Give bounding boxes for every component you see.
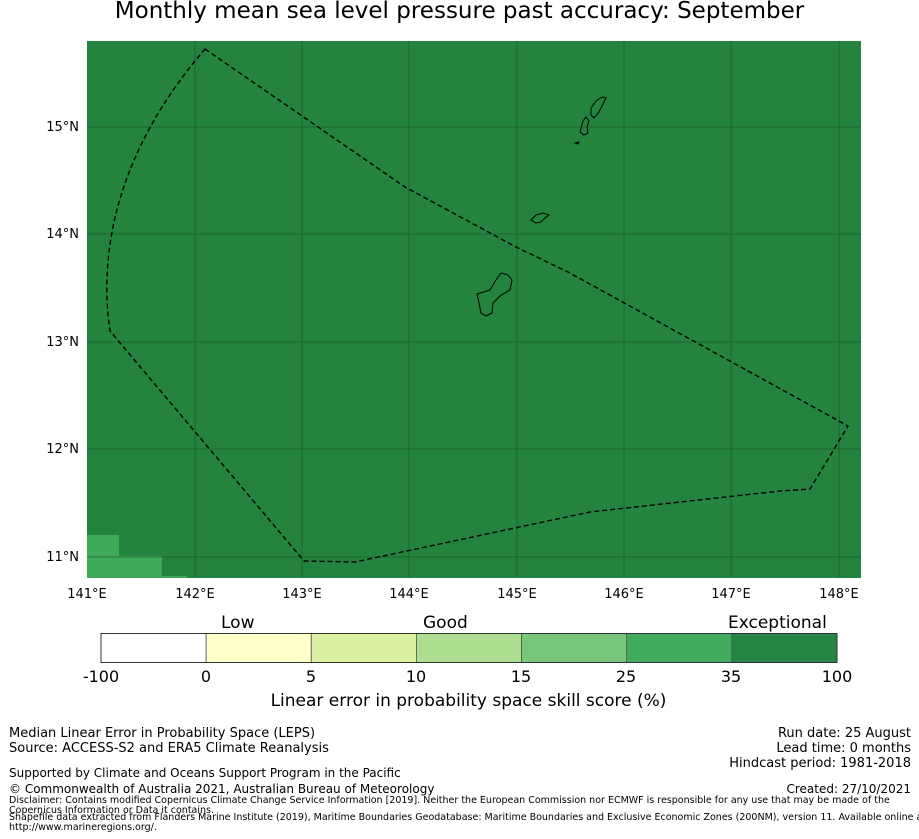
colorbar-cell [626,633,733,663]
saipan-island [590,96,607,119]
guam-island [476,272,513,317]
colorbar-outline [100,633,838,663]
footer-disclaimer-1: Disclaimer: Contains modified Copernicus… [9,795,890,806]
footer-created: Created: 27/10/2021 [786,782,911,796]
colorbar-tick: -100 [82,667,120,686]
footer-source: Source: ACCESS-S2 and ERA5 Climate Reana… [9,741,329,756]
rota-island [530,212,551,224]
page-title: Monthly mean sea level pressure past acc… [114,0,805,24]
lat-label: 15°N [46,120,79,135]
lat-label: 14°N [46,227,79,242]
lat-label: 12°N [46,442,79,457]
footer-run-date: Run date: 25 August [777,726,911,741]
footer-hindcast: Hindcast period: 1981-2018 [729,756,911,771]
lon-label: 147°E [711,587,751,602]
lon-labels: 141°E 142°E 143°E 144°E 145°E 146°E 147°… [67,587,859,602]
lat-label: 13°N [46,335,79,350]
map-background [87,41,861,578]
skill-cell-high [162,576,187,578]
footer-leps: Median Linear Error in Probability Space… [9,726,316,741]
colorbar [100,633,838,663]
islands [476,96,607,317]
category-label-exceptional: Exceptional [728,613,827,633]
footer-shapefile-2: http://www.marineregions.org/. [9,822,157,833]
lon-label: 146°E [604,587,644,602]
colorbar-title: Linear error in probability space skill … [270,691,667,711]
category-label-low: Low [221,613,255,633]
footer-lead-time: Lead time: 0 months [776,741,911,756]
colorbar-cell [205,633,312,663]
footer-disclaimer-2: Copernicus Information or Data it contai… [9,805,215,816]
colorbar-cell [416,633,522,663]
colorbar-cell [521,633,628,663]
footer-supported: Supported by Climate and Oceans Support … [9,766,401,780]
aguijan-island [573,141,580,145]
lon-label: 142°E [175,587,215,602]
colorbar-tick: 0 [200,667,212,686]
skill-cell-high [119,556,162,578]
footer-copyright: © Commonwealth of Australia 2021, Austra… [9,782,435,796]
colorbar-tick: 35 [720,667,742,686]
lon-label: 141°E [67,587,107,602]
category-label-good: Good [423,613,468,633]
colorbar-tick: 25 [615,667,637,686]
tinian-island [579,116,590,136]
skill-map: 15°N 14°N 13°N 12°N 11°N 141°E 142°E 143… [46,41,861,602]
lon-label: 148°E [819,587,859,602]
eez-boundary [106,48,849,563]
colorbar-tick: 15 [510,667,532,686]
footer-shapefile-1: Shapefile data extracted from Flanders M… [9,812,919,823]
gridlines [87,41,861,578]
lat-labels: 15°N 14°N 13°N 12°N 11°N [46,120,79,565]
colorbar-cell [310,633,417,663]
colorbar-tick: 5 [305,667,317,686]
colorbar-cell [731,633,838,663]
colorbar-cell [100,633,207,663]
lon-label: 145°E [497,587,537,602]
colorbar-tick: 100 [821,667,853,686]
lat-label: 11°N [46,550,79,565]
lon-label: 143°E [282,587,322,602]
lon-label: 144°E [389,587,429,602]
colorbar-tick: 10 [405,667,427,686]
